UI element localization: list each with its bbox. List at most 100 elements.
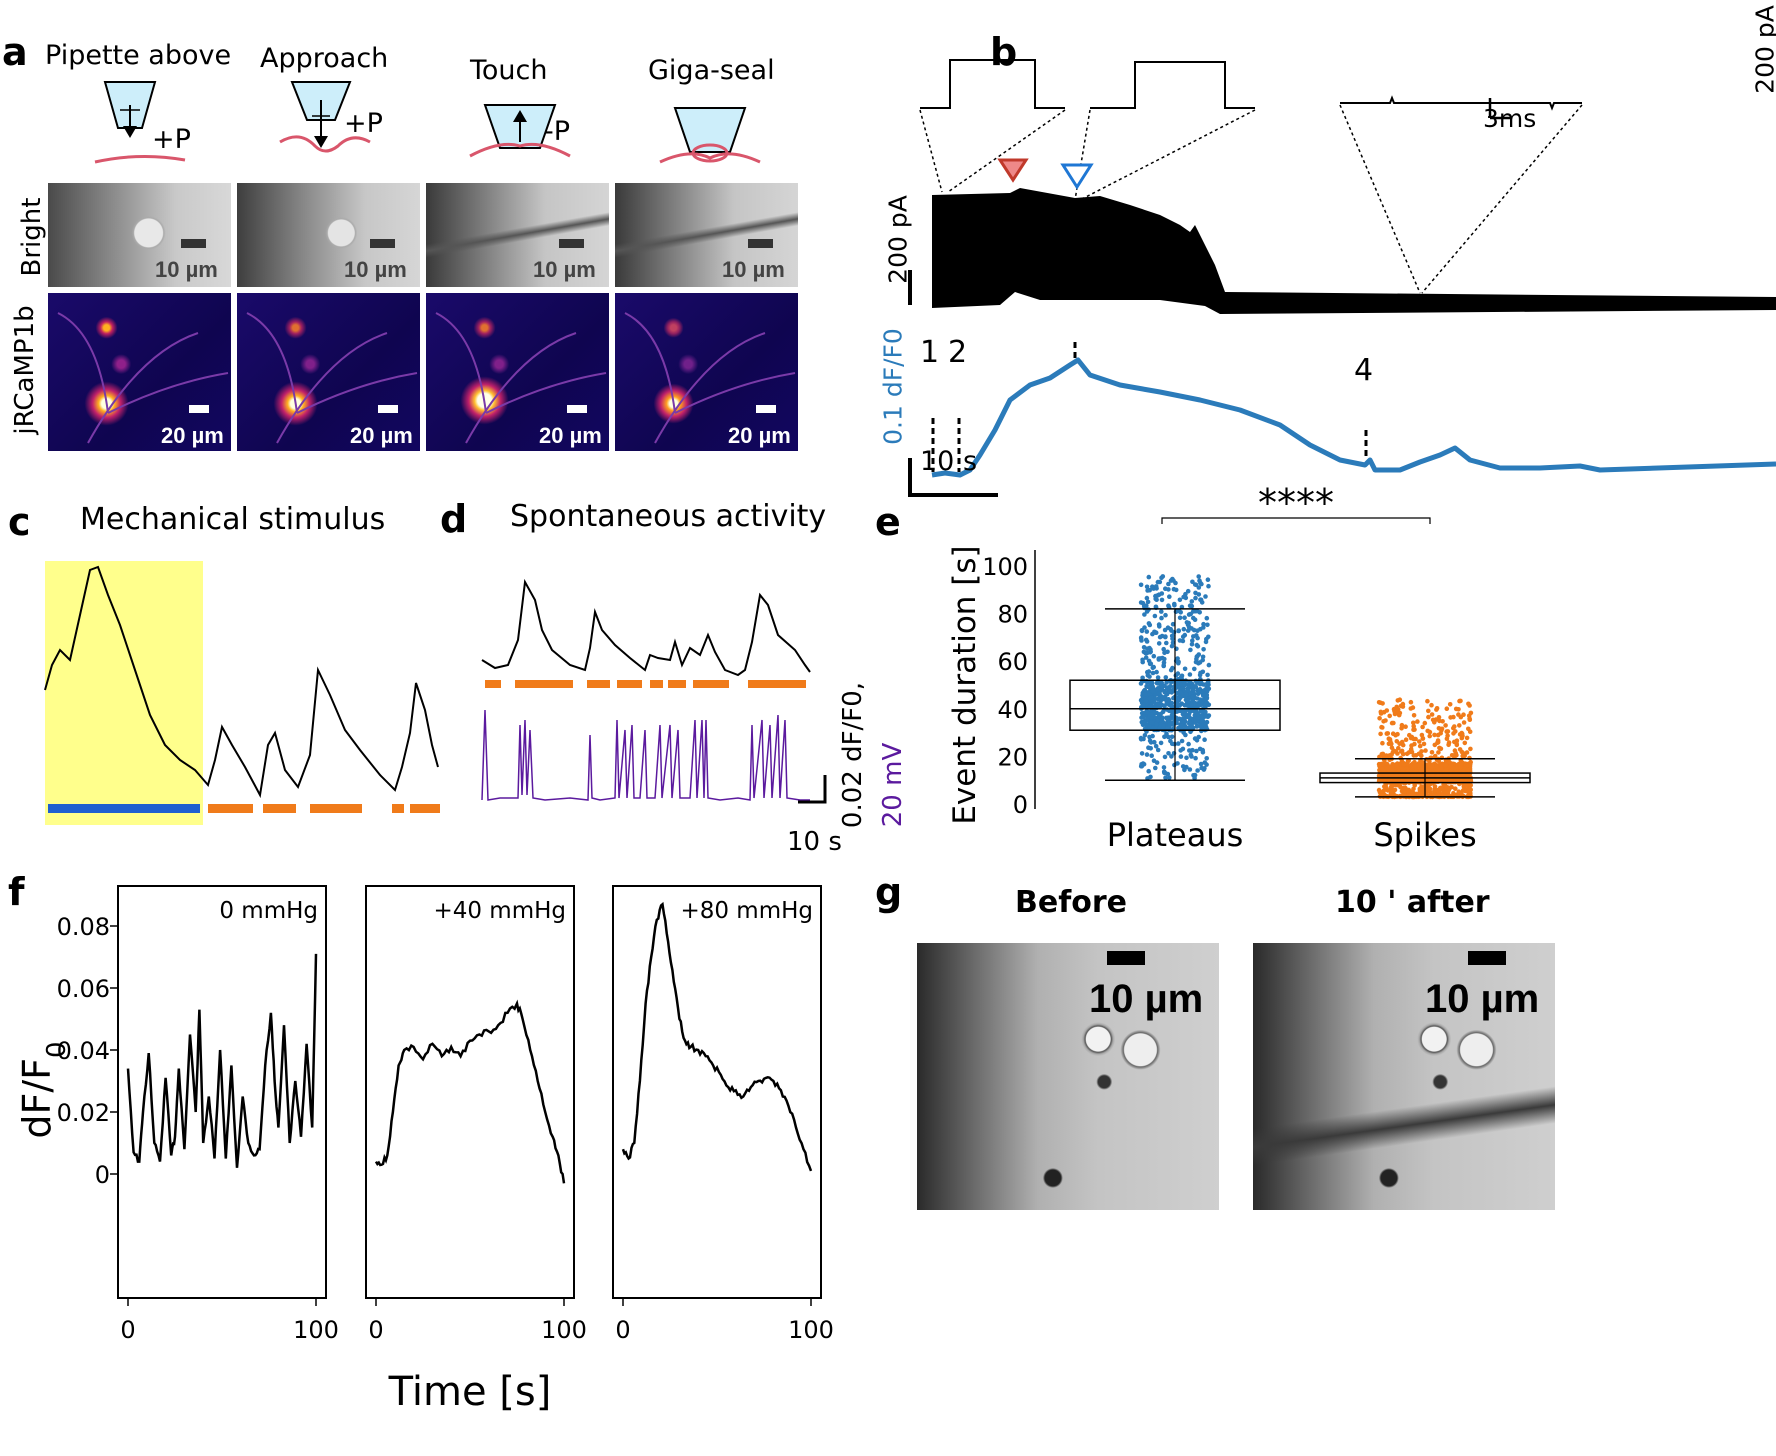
df-trace — [931, 357, 1776, 478]
b-marker-2: 2 — [948, 335, 968, 370]
data-point — [1438, 731, 1443, 736]
data-point — [1184, 755, 1189, 761]
stim-bar — [48, 804, 200, 813]
x-tick-0-2: 0 — [615, 1316, 630, 1344]
data-point — [1419, 749, 1424, 754]
data-point — [1155, 675, 1161, 680]
y-tick-0: 0 — [1013, 791, 1028, 819]
data-point — [1448, 715, 1453, 720]
data-point — [1154, 721, 1159, 727]
data-point — [1205, 672, 1210, 678]
data-point — [1458, 765, 1463, 770]
data-point — [1440, 719, 1445, 724]
y-tick-4: 0.08 — [57, 913, 110, 941]
data-point — [1140, 659, 1145, 665]
panel-label-d: d — [440, 497, 468, 541]
data-point — [1434, 707, 1439, 712]
data-point — [1427, 733, 1432, 739]
data-point — [1193, 755, 1198, 761]
data-point — [1459, 735, 1465, 741]
data-point — [1202, 760, 1208, 765]
g-image-after: 10 µm — [1253, 943, 1555, 1210]
data-point — [1467, 703, 1472, 708]
data-point — [1170, 621, 1176, 627]
data-point — [1411, 720, 1416, 726]
data-point — [1169, 643, 1175, 649]
y-axis-label: Event duration [s] — [947, 545, 983, 824]
data-point — [1203, 594, 1208, 599]
data-point — [1141, 645, 1147, 650]
y-tick-2: 40 — [997, 696, 1028, 724]
data-point — [1175, 656, 1180, 661]
data-point — [1454, 766, 1459, 771]
g-scale-after: 10 µm — [1425, 977, 1540, 1021]
data-point — [1191, 634, 1196, 639]
data-point — [1426, 714, 1431, 720]
data-point — [1203, 714, 1208, 719]
data-point — [1145, 709, 1150, 715]
data-point — [1165, 716, 1170, 722]
data-point — [1162, 703, 1167, 709]
data-point — [1195, 711, 1200, 717]
data-point — [1163, 675, 1169, 680]
inset-step-1 — [920, 59, 1065, 109]
data-point — [1464, 767, 1470, 772]
x-tick-0-1: 0 — [368, 1316, 383, 1344]
data-point — [1464, 750, 1470, 755]
data-point — [1175, 671, 1181, 676]
data-point — [1401, 762, 1407, 767]
data-point — [1411, 713, 1417, 718]
data-point — [1169, 700, 1175, 706]
panel-label-e: e — [875, 500, 901, 544]
data-point — [1167, 775, 1172, 780]
data-point — [1387, 753, 1392, 758]
panel-label-0: 0 mmHg — [219, 898, 318, 924]
panel-d-traces — [481, 578, 827, 804]
data-point — [1141, 714, 1146, 720]
data-point — [1391, 720, 1396, 726]
d-scale-x: 10 s — [787, 827, 842, 857]
data-point — [1204, 615, 1210, 621]
data-point — [1395, 707, 1401, 712]
data-point — [1148, 695, 1154, 700]
data-point — [1159, 591, 1165, 596]
data-point — [1172, 601, 1177, 607]
data-point — [1184, 691, 1189, 697]
red-triangle-marker — [997, 158, 1029, 183]
data-point — [1159, 597, 1165, 603]
data-point — [1166, 603, 1171, 608]
panel-label-b: b — [990, 30, 1018, 74]
data-point — [1201, 621, 1206, 627]
data-point — [1200, 657, 1205, 663]
data-point — [1142, 612, 1147, 617]
y-tick-2: 0.04 — [57, 1037, 110, 1065]
data-point — [1163, 775, 1168, 781]
data-point — [1379, 724, 1384, 730]
data-point — [1396, 745, 1401, 751]
data-point — [1150, 733, 1155, 739]
panel-label-a: a — [2, 30, 28, 74]
data-point — [1198, 709, 1203, 714]
data-point — [1426, 768, 1432, 773]
data-point — [1204, 692, 1210, 698]
data-point — [1146, 658, 1152, 664]
data-point — [1184, 620, 1190, 625]
data-point — [1138, 600, 1144, 605]
bright-scale-label-4: 10 µm — [722, 257, 785, 282]
data-point — [1432, 784, 1438, 789]
x-tick-0-0: 0 — [120, 1316, 135, 1344]
data-point — [1190, 747, 1195, 753]
bright-image-1: 10 µm — [48, 183, 231, 287]
data-point — [1158, 704, 1163, 709]
data-point — [1395, 731, 1400, 737]
data-point — [1155, 579, 1161, 585]
data-point — [1176, 628, 1181, 633]
data-point — [1419, 753, 1424, 758]
plot-frame-0 — [117, 885, 327, 1299]
data-point — [1167, 722, 1172, 728]
data-point — [1194, 642, 1200, 648]
data-point — [1150, 665, 1156, 671]
data-point — [1461, 720, 1467, 725]
data-point — [1199, 765, 1204, 771]
data-point — [1427, 759, 1432, 764]
